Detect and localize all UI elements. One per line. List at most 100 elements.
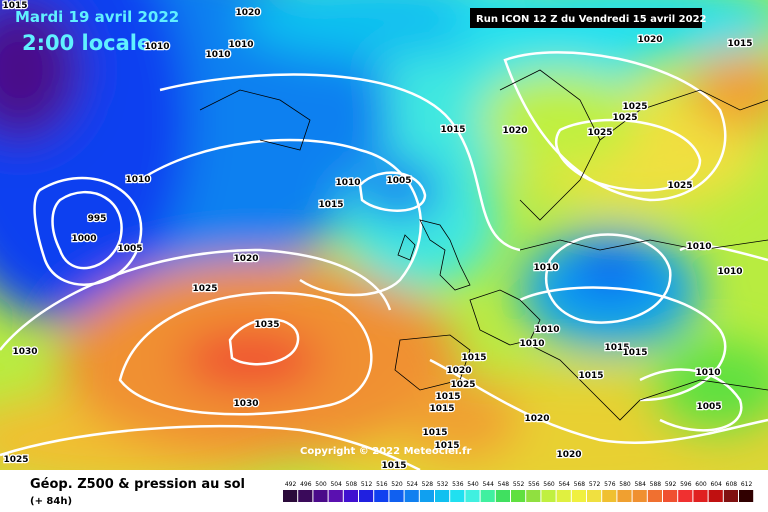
legend-label: 536 [452,481,464,488]
isobar-label: 1005 [117,244,142,254]
legend-swatch [723,490,738,502]
legend-label: 564 [558,481,570,488]
isobar-label: 1010 [717,267,742,277]
legend-label: 528 [422,481,434,488]
coastlines [199,69,768,421]
copyright: Copyright © 2022 Meteociel.fr [300,446,471,457]
isobar-label: 1015 [318,200,343,210]
footer-lead: (+ 84h) [30,496,72,507]
isobar-label: 1015 [604,343,629,353]
legend-label: 600 [695,481,707,488]
isobar-label: 1015 [2,1,27,11]
isobar-label: 1015 [622,348,647,358]
isobars [0,51,768,472]
legend-label: 492 [285,481,297,488]
legend-swatch [298,490,313,502]
isobar-label: 1015 [461,353,486,363]
isobar-label: 1015 [578,371,603,381]
legend-swatch [435,490,450,502]
isobar-label: 1020 [524,414,549,424]
isobar-label: 1015 [435,392,460,402]
isobar-label: 1025 [622,102,647,112]
isobar-label: 1010 [228,40,253,50]
legend-label: 560 [543,481,555,488]
isobar-label: 1010 [695,368,720,378]
isobar-label: 1015 [381,461,406,471]
legend-swatch [526,490,541,502]
legend-label: 584 [634,481,646,488]
legend-label: 548 [498,481,510,488]
legend-swatch [450,490,465,502]
legend-swatch [632,490,647,502]
isobar-label: 1010 [144,42,169,52]
isobar-label: 1025 [587,128,612,138]
legend-label: 532 [437,481,449,488]
legend-swatch [374,490,389,502]
legend-swatch [343,490,358,502]
legend-label: 516 [376,481,388,488]
isobar-label: 1025 [192,284,217,294]
isobar-label: 1020 [502,126,527,136]
isobar-label: 1015 [727,39,752,49]
isobar-label: 1020 [556,450,581,460]
legend-label: 508 [346,481,358,488]
legend-label: 568 [574,481,586,488]
isobar-label: 1020 [446,366,471,376]
isobar-label: 1030 [12,347,37,357]
legend-label: 556 [528,481,540,488]
isobar-label: 1030 [233,399,258,409]
legend-swatch [739,490,754,502]
legend-swatch [283,490,298,502]
legend-swatch [617,490,632,502]
isobar-label: 1020 [233,254,258,264]
legend-label: 596 [680,481,692,488]
legend-swatch [663,490,678,502]
isobar-label: 1010 [533,263,558,273]
legend-label: 524 [406,481,418,488]
legend-swatch [480,490,495,502]
isobar-label: 1015 [429,404,454,414]
legend-swatch [571,490,586,502]
legend-label: 604 [710,481,722,488]
legend-swatch [389,490,404,502]
legend-swatch [541,490,556,502]
legend-swatch [313,490,328,502]
isobar-label: 1010 [519,339,544,349]
legend-label: 592 [665,481,677,488]
legend-label: 520 [391,481,403,488]
header: Mardi 19 avril 2022 2:00 locale Run ICON… [15,8,707,457]
legend-label: 612 [741,481,753,488]
legend-swatch [465,490,480,502]
isobar-label: 1010 [125,175,150,185]
legend-label: 540 [467,481,479,488]
isobar-label: 1015 [440,125,465,135]
isobar-label: 1025 [612,113,637,123]
legend-swatch [647,490,662,502]
legend-swatch [678,490,693,502]
legend-swatch [556,490,571,502]
isobar-label: 1010 [686,242,711,252]
legend-swatch [328,490,343,502]
legend-label: 496 [300,481,312,488]
isobar-label: 1005 [696,402,721,412]
legend-swatch [693,490,708,502]
isobar-label: 1015 [434,441,459,451]
date: Mardi 19 avril 2022 [15,8,179,26]
legend-swatch [708,490,723,502]
legend-label: 512 [361,481,373,488]
legend-label: 588 [650,481,662,488]
isobar-label: 1025 [667,181,692,191]
isobar-label: 1010 [534,325,559,335]
isobar-label: 1000 [71,234,96,244]
isobar-label: 1025 [3,455,28,465]
color-legend: 492 496 500 504 508 512 516 520 524 528 532 536 540 5… [283,481,754,502]
footer-title: Géop. Z500 & pression au sol [30,477,245,492]
legend-label: 544 [482,481,494,488]
local-time: 2:00 locale [22,31,151,55]
isobar-label: 1035 [254,320,279,330]
legend-label: 572 [589,481,601,488]
legend-swatch [359,490,374,502]
isobar-label: 1025 [450,380,475,390]
